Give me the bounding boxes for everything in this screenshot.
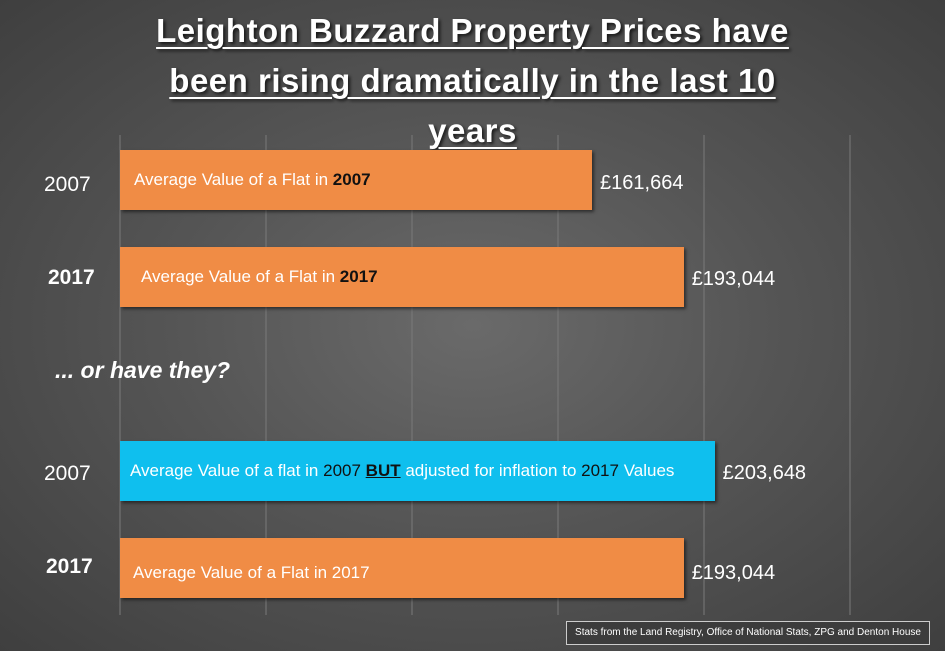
row-year-label: 2007	[44, 173, 91, 196]
bar: Average Value of a Flat in 2017	[120, 247, 684, 307]
data-label: £161,664	[600, 172, 684, 194]
data-label: £193,044	[691, 562, 776, 584]
subheading: ... or have they?	[55, 357, 231, 383]
bar-label: Average Value of a flat in 2007 BUT adju…	[130, 461, 675, 480]
title-line-2: been rising dramatically in the last 10	[169, 62, 776, 99]
data-label: £193,044	[691, 268, 776, 290]
chart-title: Leighton Buzzard Property Prices have be…	[0, 6, 945, 156]
row-year-label: 2017	[48, 266, 95, 289]
row-year-label: 2017	[46, 555, 93, 578]
row-year-label: 2007	[44, 462, 91, 485]
bar-label: Average Value of a Flat in 2007	[134, 170, 371, 189]
data-label: £203,648	[722, 462, 807, 484]
bar-label: Average Value of a Flat in 2017	[141, 267, 378, 286]
bar: Average Value of a flat in 2007 BUT adju…	[120, 441, 715, 501]
bar: Average Value of a Flat in 2007	[120, 150, 593, 210]
title-line-1: Leighton Buzzard Property Prices have	[156, 12, 789, 49]
source-note: Stats from the Land Registry, Office of …	[566, 621, 930, 645]
bar-label: Average Value of a Flat in 2017	[133, 563, 370, 582]
title-line-3: years	[428, 112, 517, 149]
bar: Average Value of a Flat in 2017	[120, 538, 684, 598]
